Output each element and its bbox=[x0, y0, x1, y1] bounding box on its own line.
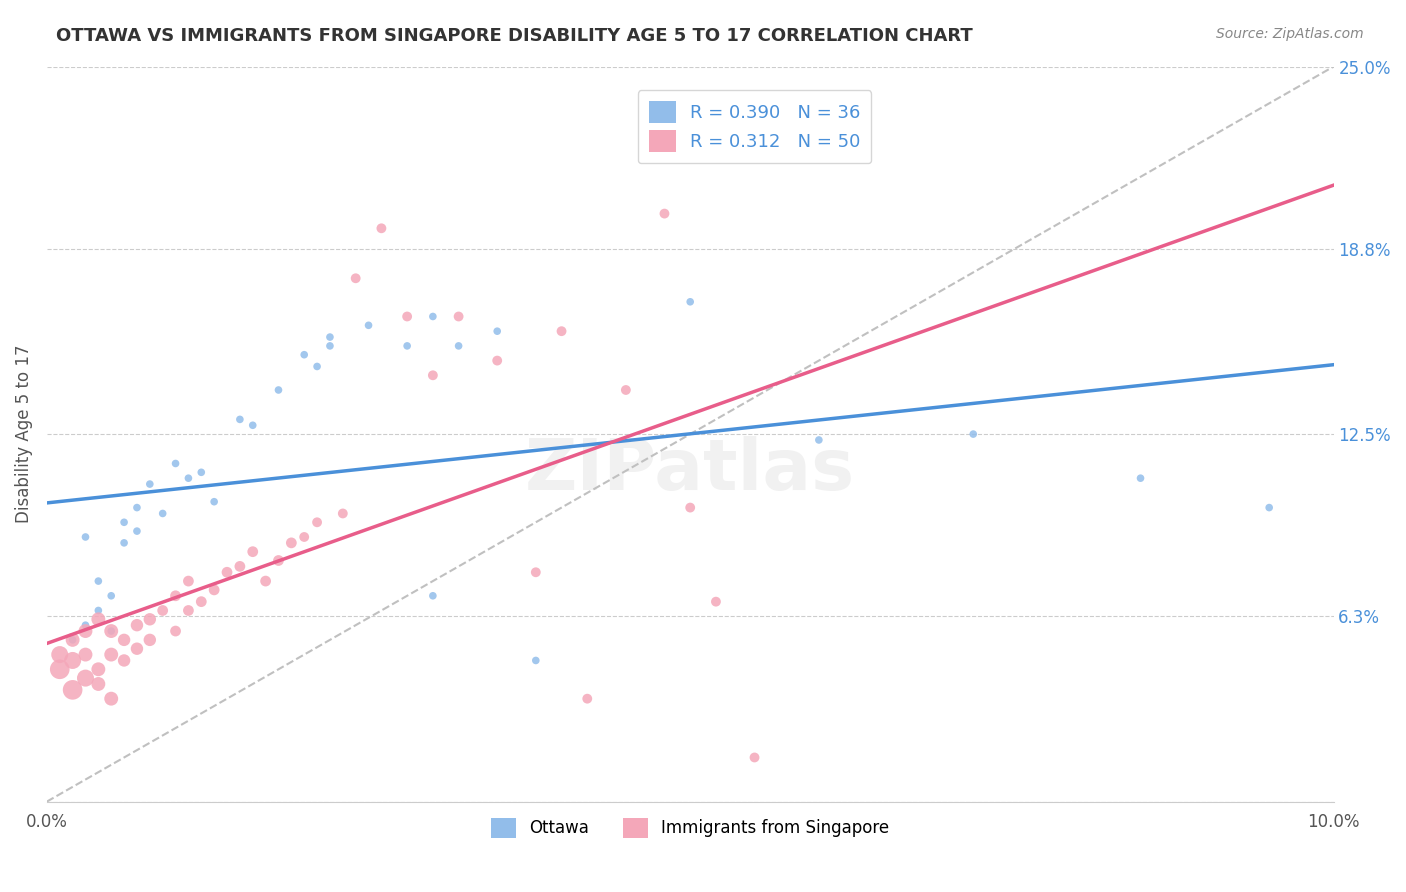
Text: OTTAWA VS IMMIGRANTS FROM SINGAPORE DISABILITY AGE 5 TO 17 CORRELATION CHART: OTTAWA VS IMMIGRANTS FROM SINGAPORE DISA… bbox=[56, 27, 973, 45]
Point bbox=[292, 530, 315, 544]
Point bbox=[49, 662, 72, 676]
Legend: Ottawa, Immigrants from Singapore: Ottawa, Immigrants from Singapore bbox=[485, 811, 896, 845]
Point bbox=[576, 691, 599, 706]
Point bbox=[332, 507, 354, 521]
Point bbox=[165, 624, 187, 638]
Point bbox=[100, 589, 122, 603]
Point bbox=[962, 427, 984, 442]
Point bbox=[62, 632, 84, 647]
Point bbox=[1258, 500, 1281, 515]
Point bbox=[202, 494, 225, 508]
Point bbox=[254, 574, 277, 588]
Point bbox=[75, 624, 97, 638]
Point bbox=[486, 353, 509, 368]
Point bbox=[177, 471, 200, 485]
Point bbox=[49, 648, 72, 662]
Point bbox=[100, 624, 122, 638]
Point bbox=[242, 544, 264, 558]
Point bbox=[229, 412, 252, 426]
Point bbox=[357, 318, 380, 333]
Point bbox=[1129, 471, 1152, 485]
Point bbox=[125, 500, 148, 515]
Point bbox=[190, 595, 212, 609]
Point bbox=[100, 691, 122, 706]
Point bbox=[370, 221, 392, 235]
Point bbox=[152, 507, 174, 521]
Point bbox=[344, 271, 367, 285]
Point bbox=[267, 383, 290, 397]
Point bbox=[744, 750, 766, 764]
Point bbox=[62, 632, 84, 647]
Point bbox=[614, 383, 637, 397]
Point bbox=[100, 648, 122, 662]
Point bbox=[524, 566, 547, 580]
Point bbox=[422, 368, 444, 383]
Point bbox=[202, 582, 225, 597]
Point bbox=[807, 433, 830, 447]
Point bbox=[396, 310, 419, 324]
Point bbox=[704, 595, 727, 609]
Point bbox=[75, 618, 97, 632]
Point bbox=[75, 530, 97, 544]
Point bbox=[396, 339, 419, 353]
Point bbox=[125, 618, 148, 632]
Point bbox=[62, 653, 84, 667]
Point bbox=[550, 324, 572, 338]
Point bbox=[422, 310, 444, 324]
Point bbox=[242, 418, 264, 433]
Point bbox=[679, 500, 702, 515]
Point bbox=[87, 612, 110, 626]
Point bbox=[292, 348, 315, 362]
Point bbox=[524, 653, 547, 667]
Point bbox=[152, 603, 174, 617]
Point bbox=[87, 662, 110, 676]
Point bbox=[112, 536, 135, 550]
Point bbox=[125, 524, 148, 538]
Point bbox=[319, 339, 342, 353]
Point bbox=[100, 624, 122, 638]
Point bbox=[125, 641, 148, 656]
Text: ZIPatlas: ZIPatlas bbox=[524, 436, 855, 506]
Point bbox=[87, 574, 110, 588]
Point bbox=[139, 477, 162, 491]
Point bbox=[177, 603, 200, 617]
Point bbox=[267, 553, 290, 567]
Point bbox=[307, 516, 329, 530]
Y-axis label: Disability Age 5 to 17: Disability Age 5 to 17 bbox=[15, 345, 32, 524]
Point bbox=[87, 677, 110, 691]
Point bbox=[307, 359, 329, 374]
Point bbox=[75, 648, 97, 662]
Point bbox=[112, 516, 135, 530]
Point bbox=[229, 559, 252, 574]
Point bbox=[319, 330, 342, 344]
Point bbox=[165, 457, 187, 471]
Point bbox=[165, 589, 187, 603]
Point bbox=[75, 671, 97, 685]
Point bbox=[422, 589, 444, 603]
Point bbox=[139, 612, 162, 626]
Point bbox=[87, 603, 110, 617]
Point bbox=[62, 682, 84, 697]
Point bbox=[280, 536, 302, 550]
Point bbox=[139, 632, 162, 647]
Point bbox=[486, 324, 509, 338]
Point bbox=[177, 574, 200, 588]
Point bbox=[112, 653, 135, 667]
Point bbox=[654, 206, 676, 220]
Point bbox=[215, 566, 238, 580]
Text: Source: ZipAtlas.com: Source: ZipAtlas.com bbox=[1216, 27, 1364, 41]
Point bbox=[679, 294, 702, 309]
Point bbox=[447, 310, 470, 324]
Point bbox=[112, 632, 135, 647]
Point bbox=[447, 339, 470, 353]
Point bbox=[190, 465, 212, 479]
